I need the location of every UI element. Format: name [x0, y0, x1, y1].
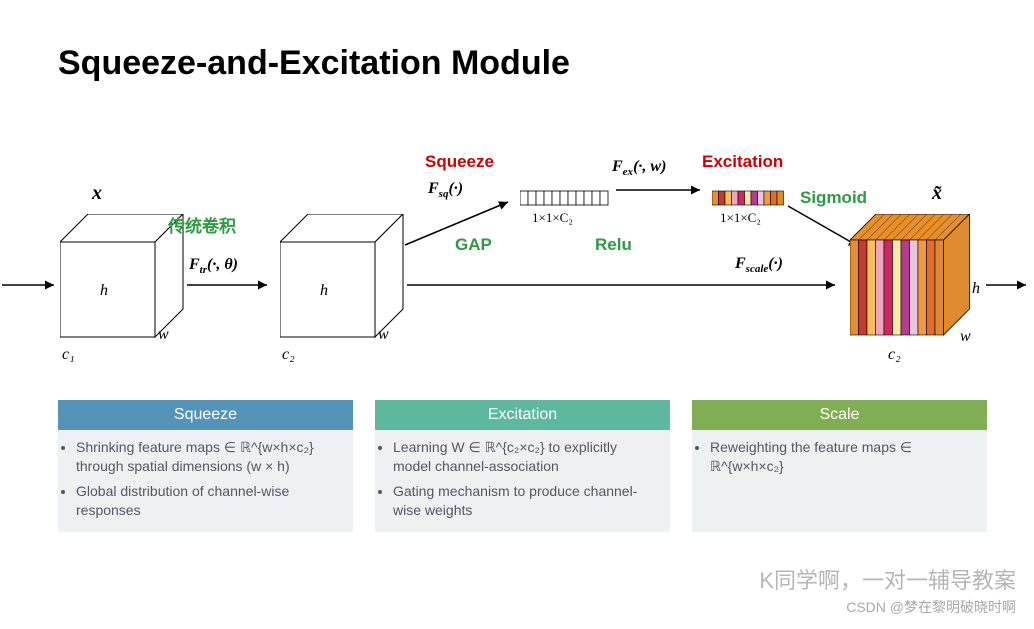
h-label: h: [100, 282, 108, 300]
excitation-box-header: Excitation: [375, 400, 670, 430]
arrow-fex: [614, 180, 709, 200]
squeeze-box: Squeeze Shrinking feature maps ∈ ℝ^{w×h×…: [58, 400, 353, 532]
excitation-box-list: Learning W ∈ ℝ^{c₂×c₂} to explicitly mod…: [393, 438, 658, 520]
vec2-label: 1×1×C₂: [720, 210, 761, 226]
excitation-label: Excitation: [702, 152, 783, 172]
watermark-1: K同学啊，一对一辅导教案: [759, 563, 1016, 595]
c2-out-label: c₂: [888, 346, 901, 364]
relu-label: Relu: [595, 235, 632, 255]
vec1-label: 1×1×C₂: [532, 210, 573, 226]
arrow-in: [0, 275, 60, 295]
arrow-fscale: [405, 275, 845, 295]
scale-box-list: Reweighting the feature maps ∈ ℝ^{w×h×c₂…: [710, 438, 975, 476]
h-label-3: h: [972, 280, 980, 298]
squeeze-box-header: Squeeze: [58, 400, 353, 430]
info-boxes: Squeeze Shrinking feature maps ∈ ℝ^{w×h×…: [58, 400, 987, 532]
watermark-2: CSDN @梦在黎明破晓时啊: [846, 597, 1016, 617]
list-item: Reweighting the feature maps ∈ ℝ^{w×h×c₂…: [710, 438, 975, 476]
gap-label: GAP: [455, 235, 492, 255]
list-item: Global distribution of channel-wise resp…: [76, 482, 341, 520]
ftr-label: Ftr(·, θ): [189, 256, 238, 276]
xtilde-label: x̃: [932, 182, 942, 205]
w-label: w: [158, 326, 169, 344]
squeeze-box-list: Shrinking feature maps ∈ ℝ^{w×h×c₂} thro…: [76, 438, 341, 520]
w-label-3: w: [960, 328, 971, 346]
fsq-label: Fsq(·): [428, 180, 463, 200]
c2-label: c₂: [282, 346, 295, 364]
fex-label: Fex(·, w): [612, 158, 666, 178]
conv-label: 传统卷积: [168, 212, 236, 237]
fscale-label: Fscale(·): [735, 255, 783, 275]
arrow-ftr: [185, 275, 275, 295]
w-label-2: w: [378, 326, 389, 344]
diagram: h w x c₁ Ftr(·, θ) 传统卷积 h w c₂ Fsq(·) Sq…: [0, 140, 1034, 390]
excitation-box: Excitation Learning W ∈ ℝ^{c₂×c₂} to exp…: [375, 400, 670, 532]
list-item: Gating mechanism to produce channel-wise…: [393, 482, 658, 520]
list-item: Shrinking feature maps ∈ ℝ^{w×h×c₂} thro…: [76, 438, 341, 476]
x-label: x: [92, 182, 102, 205]
squeeze-label: Squeeze: [425, 152, 494, 172]
c1-label: c₁: [62, 346, 75, 364]
scale-box: Scale Reweighting the feature maps ∈ ℝ^{…: [692, 400, 987, 532]
page-title: Squeeze-and-Excitation Module: [58, 44, 570, 83]
cube-transformed: h w: [280, 214, 410, 344]
arrow-out: [984, 275, 1034, 295]
list-item: Learning W ∈ ℝ^{c₂×c₂} to explicitly mod…: [393, 438, 658, 476]
h-label-2: h: [320, 282, 328, 300]
scale-box-header: Scale: [692, 400, 987, 430]
